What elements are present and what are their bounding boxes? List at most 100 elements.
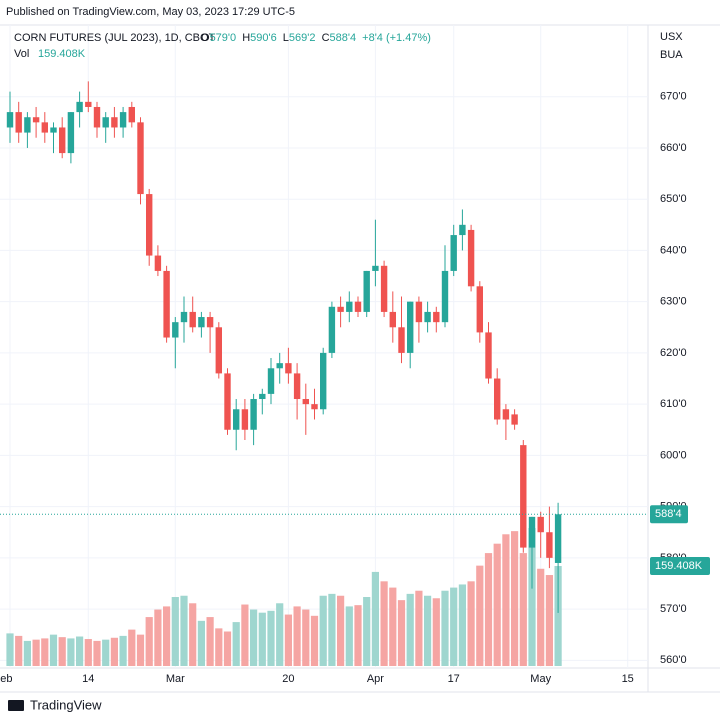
unit-top: USX — [660, 31, 683, 43]
volume-bar — [424, 595, 432, 666]
volume-bar — [32, 639, 40, 666]
volume-bar — [337, 595, 345, 666]
brand: TradingView — [8, 697, 102, 712]
axes: 560'0570'0580'0590'0600'0610'0620'0630'0… — [0, 91, 710, 685]
x-tick-label: 17 — [448, 673, 460, 685]
candle-body — [24, 117, 31, 133]
volume-bar — [450, 587, 458, 666]
volume-bar — [458, 584, 466, 666]
brand-name: TradingView — [30, 697, 102, 712]
legend: CORN FUTURES (JUL 2023), 1D, CBOT O579'0… — [14, 32, 431, 60]
candle-body — [224, 373, 231, 430]
volume-bar — [537, 568, 545, 666]
candle-body — [511, 414, 518, 425]
brand-logo — [8, 700, 24, 711]
volume-bar — [484, 553, 493, 666]
c-label: C — [322, 32, 330, 44]
volume-bar — [223, 631, 232, 666]
volume-bar — [180, 595, 188, 666]
o-label: O — [201, 32, 210, 44]
candle-body — [41, 122, 48, 133]
volume-bar — [250, 609, 258, 666]
candle-body — [293, 373, 301, 400]
volume-bar — [163, 606, 171, 666]
volume-bar — [232, 622, 240, 666]
candle-body — [233, 409, 240, 430]
volume-bar — [284, 614, 292, 666]
y-tick-label: 620'0 — [660, 347, 687, 359]
candle-body — [137, 122, 144, 195]
candle-body — [259, 393, 266, 400]
candle-body — [346, 301, 353, 312]
y-tick-label: 630'0 — [660, 296, 687, 308]
y-tick-label: 660'0 — [660, 142, 687, 154]
candle-body — [354, 301, 362, 312]
candle-body — [172, 322, 179, 338]
volume-bar — [293, 606, 301, 666]
volume-bar — [241, 604, 249, 666]
volume-bar — [432, 598, 440, 666]
candle-body — [380, 265, 388, 312]
x-tick-label: Apr — [367, 673, 384, 685]
symbol: CORN FUTURES (JUL 2023), 1D, CBOT — [14, 32, 216, 44]
y-tick-label: 560'0 — [660, 654, 687, 666]
volume-bar — [267, 610, 275, 666]
candle-body — [241, 409, 249, 430]
volume-bar — [15, 635, 23, 666]
h-value: 590'6 — [250, 32, 277, 44]
candle-body — [363, 270, 370, 312]
vol-value: 159.408K — [38, 48, 86, 60]
candle-body — [372, 265, 379, 271]
volume-bar — [363, 597, 371, 666]
volume-bar — [345, 606, 353, 666]
volume-bar — [519, 553, 527, 666]
y-tick-label: 600'0 — [660, 449, 687, 461]
volume-bar — [493, 543, 501, 666]
volume-bar — [302, 609, 310, 666]
candle-body — [389, 311, 396, 328]
candle-body — [276, 363, 283, 369]
volume-bar — [49, 634, 58, 666]
x-tick-label: May — [530, 673, 551, 685]
candle-body — [50, 127, 57, 133]
volume-bar — [41, 638, 49, 666]
candle-body — [93, 106, 101, 128]
volume-bar — [206, 617, 214, 666]
volume-bar — [354, 605, 362, 666]
candle-body — [128, 106, 135, 123]
volume-bar — [189, 603, 197, 666]
candle-body — [337, 306, 344, 312]
candle-body — [554, 514, 562, 563]
x-tick-label: 20 — [282, 673, 294, 685]
last-price-box — [650, 505, 688, 524]
volume-bar — [476, 565, 484, 666]
volume-bar — [319, 595, 327, 666]
volume-bar — [76, 636, 84, 666]
volume-bar — [145, 617, 153, 666]
candle-body — [328, 306, 336, 353]
volume-bar — [371, 571, 379, 666]
candle-body — [467, 229, 475, 287]
h-label: H — [242, 32, 250, 44]
candle-body — [537, 516, 544, 533]
volume-bar — [67, 638, 75, 666]
candle-body — [311, 404, 318, 410]
candle-body — [102, 117, 109, 128]
l-label: L — [283, 32, 289, 44]
candle-body — [189, 311, 196, 328]
candle-body — [520, 445, 527, 548]
o-value: 579'0 — [210, 32, 237, 44]
volume-bar — [389, 587, 397, 666]
volume-bar — [511, 531, 519, 666]
volume-bar — [58, 637, 66, 666]
volume-bar — [528, 528, 536, 666]
volume-bar — [23, 640, 31, 666]
published-note: Published on TradingView.com, May 03, 20… — [6, 6, 295, 18]
candle-body — [85, 101, 92, 107]
volume-bar — [328, 593, 336, 666]
candle-body — [267, 368, 275, 394]
volume-bar — [128, 629, 136, 666]
volume-bar — [467, 581, 475, 666]
volume-bar — [380, 581, 388, 666]
